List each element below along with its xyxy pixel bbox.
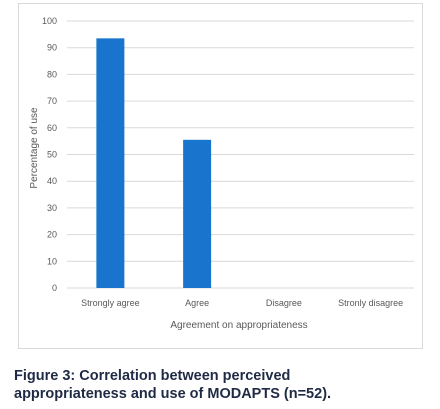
caption-line-2: appropriateness and use of MODAPTS (n=52… <box>14 386 332 402</box>
x-tick-label: Strongly agree <box>81 298 140 308</box>
x-axis-title: Agreement on appropriateness <box>170 320 307 331</box>
bar-chart: 0 10 20 30 40 50 60 70 80 90 100 Strongly agree Agr… <box>29 16 414 331</box>
bar-strongly-agree <box>96 38 125 289</box>
gridlines <box>67 20 414 289</box>
x-tick-label: Agree <box>185 298 209 308</box>
y-tick-label: 70 <box>47 96 57 106</box>
y-tick-label: 100 <box>42 16 57 26</box>
x-tick-label: Disagree <box>266 298 302 308</box>
y-axis-title: Percentage of use <box>29 107 40 189</box>
caption-line-1: Figure 3: Correlation between perceived <box>14 368 291 384</box>
chart-frame: 0 10 20 30 40 50 60 70 80 90 100 Strongly agree Agr… <box>18 3 423 349</box>
y-tick-label: 80 <box>47 69 57 79</box>
y-tick-label: 90 <box>47 43 57 53</box>
y-tick-label: 40 <box>47 176 57 186</box>
y-tick-labels: 0 10 20 30 40 50 60 70 80 90 100 <box>42 16 57 293</box>
bar-agree <box>183 139 212 288</box>
y-tick-label: 50 <box>47 150 57 160</box>
bars <box>96 38 212 289</box>
y-tick-label: 20 <box>47 230 57 240</box>
y-tick-label: 10 <box>47 256 57 266</box>
figure-caption: Figure 3: Correlation between perceived … <box>14 367 424 403</box>
y-tick-label: 60 <box>47 123 57 133</box>
y-tick-label: 30 <box>47 203 57 213</box>
x-tick-label: Stronly disagree <box>338 298 403 308</box>
y-tick-label: 0 <box>52 283 57 293</box>
x-tick-labels: Strongly agree Agree Disagree Stronly disag… <box>81 298 403 308</box>
